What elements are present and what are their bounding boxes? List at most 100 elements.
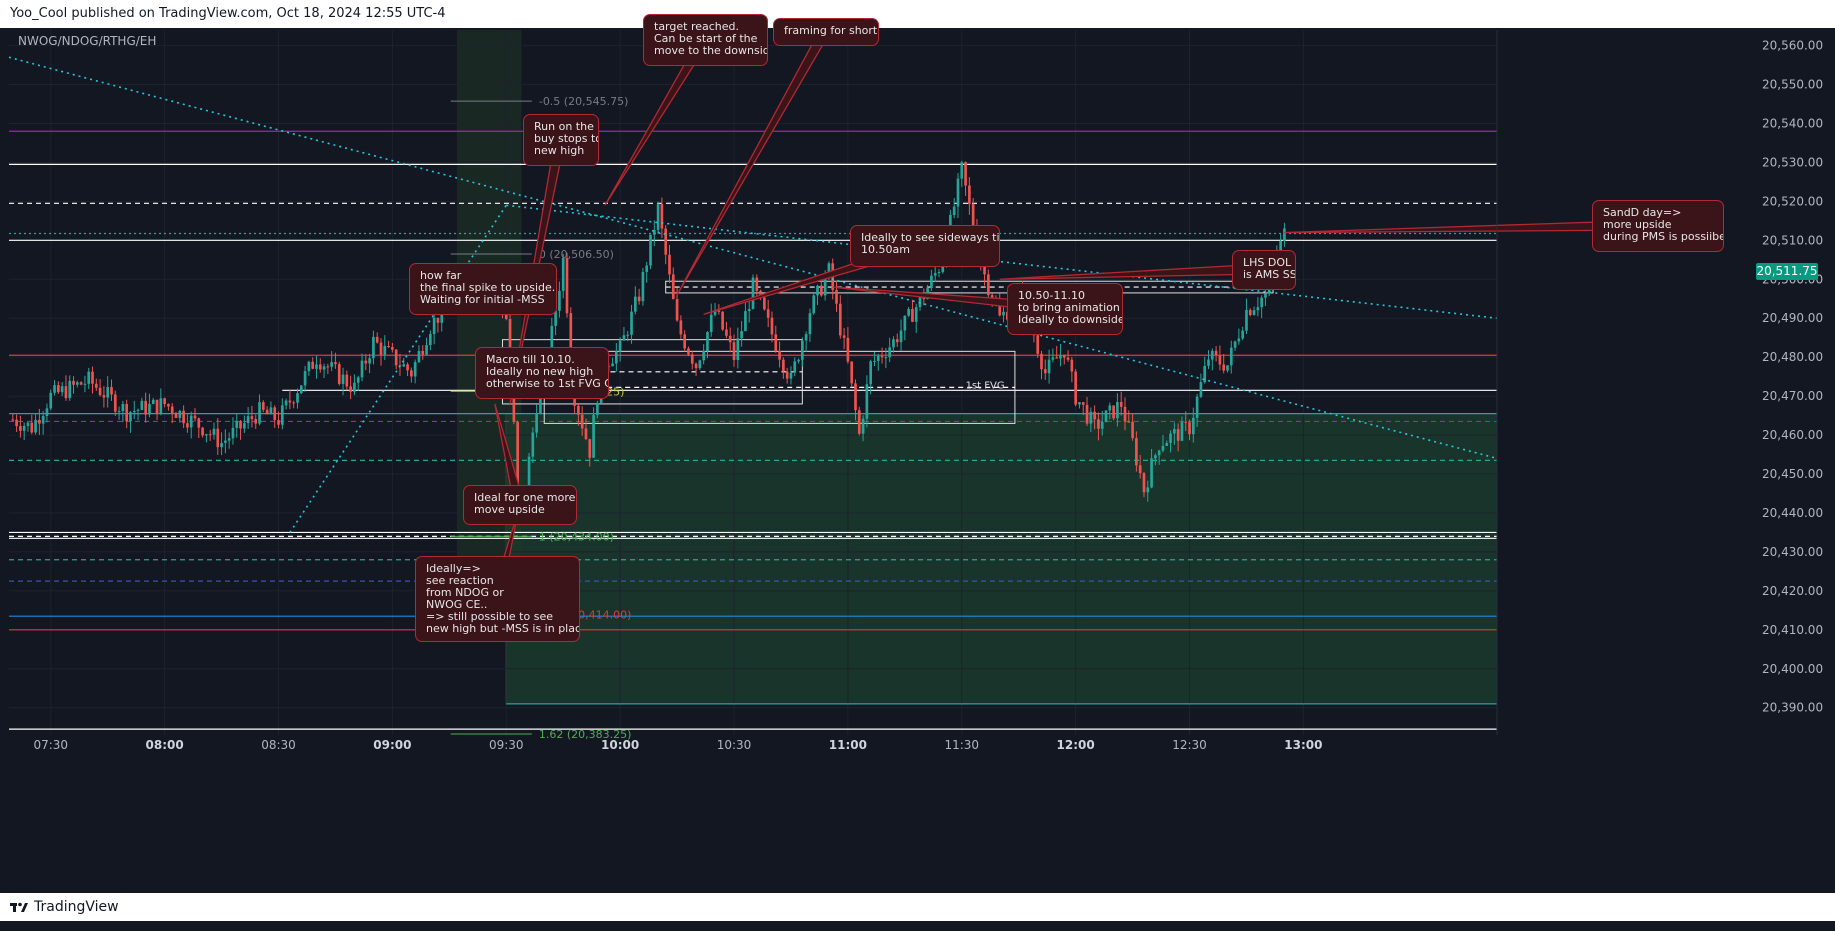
candle-body: [558, 290, 561, 311]
note-one-more[interactable]: Ideal for one more move upside: [463, 485, 577, 525]
candle-body: [759, 290, 762, 298]
candle-body: [364, 360, 368, 364]
candle-body: [75, 382, 79, 385]
candle-body: [1070, 359, 1074, 372]
candle-body: [740, 331, 743, 339]
candle-body: [19, 426, 22, 431]
note-pointer: [999, 263, 1264, 280]
tradingview-logo-icon[interactable]: [10, 893, 28, 931]
y-tick-label: 20,460.00: [1762, 428, 1823, 442]
candle-body: [129, 412, 132, 422]
candle-body: [744, 311, 747, 332]
candle-body: [717, 310, 721, 312]
candle-body: [819, 285, 823, 296]
candle-body: [835, 289, 838, 304]
x-tick-label: 12:30: [1172, 738, 1207, 752]
candle-body: [410, 370, 413, 377]
candle-body: [1002, 311, 1005, 316]
candle-body: [918, 295, 922, 308]
candle-body: [368, 358, 371, 364]
candle-body: [83, 383, 87, 385]
candle-body: [721, 311, 724, 330]
note-sandd[interactable]: SandD day=> more upside during PMS is po…: [1592, 200, 1724, 252]
note-ideally[interactable]: Ideally=> see reaction from NDOG or NWOG…: [415, 556, 580, 642]
candle-body: [1157, 450, 1161, 456]
candle-body: [1081, 402, 1085, 405]
tradingview-brand[interactable]: TradingView: [34, 899, 119, 915]
candle-body: [1260, 297, 1263, 308]
axes-layer: 20,390.00 20,400.00 20,410.00 20,420.00 20,4…: [33, 30, 1823, 752]
candle-body: [1195, 396, 1199, 418]
candle-body: [356, 377, 360, 383]
candle-body: [668, 254, 671, 275]
note-pointer: [676, 28, 831, 296]
candle-body: [865, 384, 869, 419]
candle-body: [914, 307, 918, 322]
candle-body: [690, 354, 694, 364]
candle-body: [1176, 429, 1180, 441]
candle-body: [349, 386, 352, 392]
x-tick-label: 09:30: [489, 738, 524, 752]
candle-body: [968, 185, 971, 205]
note-framing-short[interactable]: framing for short: [773, 18, 879, 46]
candle-body: [330, 362, 333, 367]
note-run-buystops[interactable]: Run on the buy stops to new high: [523, 114, 599, 166]
candle-body: [322, 366, 326, 370]
candle-body: [854, 383, 857, 411]
candle-body: [1173, 429, 1176, 434]
candle-body: [1135, 438, 1138, 466]
candle-body: [1203, 365, 1207, 383]
candle-body: [277, 420, 280, 425]
candle-body: [144, 400, 147, 415]
candle-body: [246, 416, 250, 424]
candle-body: [227, 438, 231, 441]
note-10-50-11-10[interactable]: 10.50-11.10 to bring animation Ideally t…: [1007, 283, 1123, 335]
candle-body: [379, 342, 383, 355]
candle-body: [516, 421, 519, 517]
candle-body: [235, 420, 239, 428]
y-tick-label: 20,530.00: [1762, 155, 1823, 169]
y-tick-label: 20,540.00: [1762, 116, 1823, 130]
candle-body: [876, 355, 880, 361]
candle-body: [15, 419, 18, 427]
candle-body: [425, 345, 428, 355]
y-tick-label: 20,450.00: [1762, 467, 1823, 481]
x-tick-label: 08:00: [146, 738, 184, 752]
candle-body: [34, 419, 37, 433]
candle-body: [633, 296, 637, 312]
note-sideways[interactable]: Ideally to see sideways till 10.50am: [850, 225, 1000, 267]
candle-body: [596, 402, 599, 415]
trendline: [8, 56, 1498, 460]
candle-body: [1100, 422, 1104, 429]
candle-body: [702, 351, 705, 361]
candle-body: [698, 360, 702, 369]
price-chart[interactable]: 1st FVG -0.5 (20,545.75)0 (20,506.50)0.5…: [0, 28, 1835, 893]
candle-body: [1116, 402, 1119, 419]
candle-body: [1279, 240, 1282, 257]
candle-body: [26, 422, 30, 426]
x-tick-label: 07:30: [33, 738, 68, 752]
candle-body: [91, 371, 94, 384]
candle-body: [224, 440, 227, 443]
candle-body: [22, 425, 26, 431]
candle-body: [816, 285, 819, 296]
note-lhs-dol[interactable]: LHS DOL is AMS SS: [1232, 250, 1296, 290]
candle-body: [1207, 359, 1210, 366]
candle-body: [895, 339, 899, 343]
candle-body: [801, 340, 804, 360]
candle-body: [132, 411, 136, 413]
candle-body: [394, 349, 398, 366]
y-tick-label: 20,520.00: [1762, 194, 1823, 208]
candle-body: [1074, 371, 1077, 405]
x-tick-label: 11:30: [944, 738, 979, 752]
note-macro[interactable]: Macro till 10.10. Ideally no new high ot…: [475, 347, 609, 399]
note-target-reached[interactable]: target reached. Can be start of the move…: [643, 14, 768, 66]
candle-body: [1245, 309, 1248, 331]
candle-body: [869, 361, 873, 385]
candle-body: [736, 338, 740, 361]
candle-body: [64, 386, 68, 399]
note-final-spike[interactable]: how far the final spike to upside. Waiti…: [409, 263, 557, 315]
candle-body: [155, 399, 159, 414]
y-tick-label: 20,440.00: [1762, 506, 1823, 520]
candle-body: [592, 414, 595, 458]
